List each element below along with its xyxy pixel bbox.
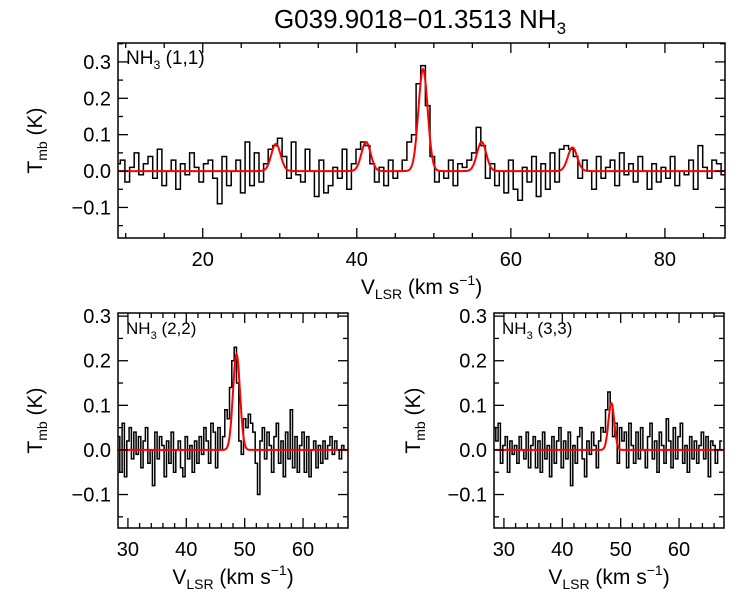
- y-tick-label: −0.1: [72, 197, 111, 219]
- y-axis-label: Tmb (K): [402, 387, 428, 453]
- x-tick-label: 40: [175, 539, 197, 561]
- y-axis-label-text: (K): [24, 107, 47, 141]
- y-tick-label: 0.1: [83, 395, 111, 417]
- y-tick-label: 0.0: [459, 440, 487, 462]
- label-text: (3,3): [533, 319, 573, 338]
- y-tick-label: 0.0: [83, 161, 111, 183]
- x-axis-label-superscript: −1: [271, 562, 287, 578]
- x-axis-label: VLSR (km s−1): [172, 562, 293, 592]
- y-axis-label: Tmb (K): [24, 107, 50, 173]
- x-axis-label-text: (km s: [402, 276, 459, 299]
- y-axis-label: Tmb (K): [24, 387, 50, 453]
- label-text: NH: [126, 48, 153, 69]
- x-tick-label: 60: [500, 249, 522, 271]
- plot-frame: [117, 42, 726, 239]
- gaussian-fit-line: [118, 352, 348, 451]
- x-axis-label-superscript: −1: [459, 272, 475, 288]
- x-tick-label: 50: [234, 539, 256, 561]
- y-axis-label-subscript: mb: [34, 421, 50, 441]
- x-tick-label: 40: [551, 539, 573, 561]
- label-text: (2,2): [157, 319, 197, 338]
- label-subscript: 3: [151, 330, 157, 342]
- y-tick-label: 0.0: [83, 440, 111, 462]
- x-tick-label: 50: [610, 539, 632, 561]
- panel-3: 30 40 50 60 −0.1 0.0 0.1 0.2 0.3 NH3 (3,3) VLSR (k…: [402, 306, 725, 592]
- y-tick-label: −0.1: [72, 485, 111, 507]
- x-axis-label-superscript: −1: [647, 562, 663, 578]
- y-tick-label: 0.3: [459, 306, 487, 328]
- x-axis-label-text: V: [361, 276, 375, 299]
- x-axis-label-text: V: [548, 566, 562, 589]
- y-tick-label: 0.3: [83, 306, 111, 328]
- y-tick-label: 0.2: [459, 351, 487, 373]
- figure-title: G039.9018−01.3513 NH3: [274, 4, 566, 38]
- gaussian-fit-line: [118, 67, 725, 173]
- x-tick-label: 20: [192, 249, 214, 271]
- y-tick-label: 0.2: [83, 88, 111, 110]
- x-axis-label-text: ): [663, 566, 670, 589]
- x-tick-label: 30: [493, 539, 515, 561]
- y-axis-label-text: T: [402, 441, 425, 454]
- x-axis-label-subscript: LSR: [562, 576, 589, 592]
- x-axis-label-text: ): [475, 276, 482, 299]
- label-text: NH: [126, 319, 151, 338]
- y-tick-label: 0.1: [83, 125, 111, 147]
- transition-label: NH3 (3,3): [502, 319, 572, 342]
- x-axis-label-text: (km s: [590, 566, 647, 589]
- transition-label: NH3 (1,1): [126, 48, 205, 72]
- x-axis-label-text: (km s: [214, 566, 271, 589]
- y-axis-label-text: (K): [24, 387, 47, 421]
- spectrum-histogram: [118, 346, 347, 496]
- y-tick-label: 0.3: [83, 52, 111, 74]
- y-axis-label-subscript: mb: [34, 141, 50, 161]
- label-text: (1,1): [160, 48, 204, 69]
- x-tick-label: 80: [654, 249, 676, 271]
- label-text: NH: [502, 319, 527, 338]
- panel-1: 20 40 60 80 −0.1 0.0 0.1 0.2 0.3 NH3 (1,1) VLSR (k…: [24, 42, 726, 302]
- x-axis-label-text: V: [172, 566, 186, 589]
- y-tick-label: 0.2: [83, 351, 111, 373]
- gaussian-fit-line: [494, 401, 724, 451]
- y-axis-label-subscript: mb: [412, 421, 428, 441]
- x-axis-label-text: ): [287, 566, 294, 589]
- y-axis-label-text: T: [24, 161, 47, 174]
- x-axis-label-subscript: LSR: [186, 576, 213, 592]
- x-axis-label: VLSR (km s−1): [361, 272, 482, 302]
- label-subscript: 3: [527, 330, 533, 342]
- plot-frame: [117, 312, 349, 529]
- x-tick-label: 60: [292, 539, 314, 561]
- x-tick-label: 30: [117, 539, 139, 561]
- y-axis-label-text: (K): [402, 387, 425, 421]
- y-axis-label-text: T: [24, 441, 47, 454]
- x-axis-label-subscript: LSR: [375, 286, 402, 302]
- x-axis-label: VLSR (km s−1): [548, 562, 669, 592]
- y-tick-label: 0.1: [459, 395, 487, 417]
- x-tick-label: 60: [668, 539, 690, 561]
- x-tick-label: 40: [346, 249, 368, 271]
- label-subscript: 3: [153, 58, 160, 72]
- spectrum-histogram: [494, 391, 723, 487]
- y-tick-label: −0.1: [448, 485, 487, 507]
- transition-label: NH3 (2,2): [126, 319, 196, 342]
- panel-2: 30 40 50 60 −0.1 0.0 0.1 0.2 0.3 NH3 (2,2) VLSR (k…: [24, 306, 349, 592]
